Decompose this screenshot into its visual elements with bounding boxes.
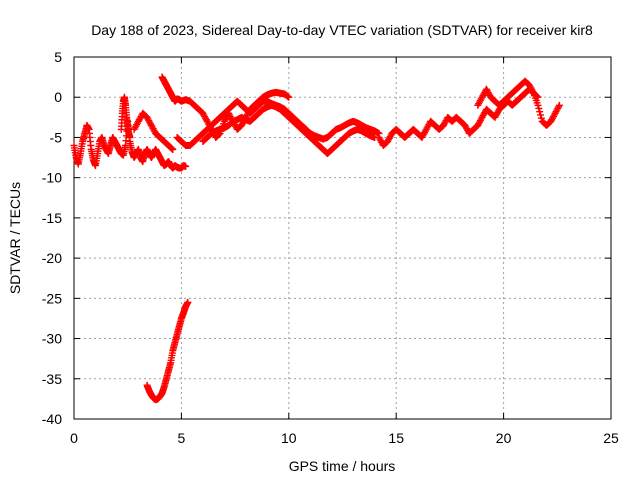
data-point xyxy=(555,103,563,111)
series-lower-branch xyxy=(199,101,379,158)
y-tick-label: -35 xyxy=(42,371,62,387)
series-main-track xyxy=(70,117,190,172)
data-point xyxy=(285,93,293,101)
series-late-track xyxy=(375,85,563,149)
data-point xyxy=(168,145,176,153)
axis-ticks xyxy=(73,56,612,420)
data-point xyxy=(536,108,544,116)
data-point xyxy=(534,101,542,109)
y-tick-label: 0 xyxy=(54,89,62,105)
data-point xyxy=(169,146,177,154)
y-tick-label: -20 xyxy=(42,250,62,266)
y-tick-label: -25 xyxy=(42,290,62,306)
plot-frame xyxy=(73,56,612,420)
x-tick-label: 25 xyxy=(603,430,619,446)
data-series xyxy=(70,73,563,404)
y-tick-label: 5 xyxy=(54,49,62,65)
y-tick-label: -40 xyxy=(42,411,62,427)
x-tick-label: 10 xyxy=(281,430,297,446)
data-point xyxy=(537,111,545,119)
x-tick-labels: 0 5 10 15 20 25 xyxy=(70,430,619,446)
y-tick-label: -5 xyxy=(50,129,63,145)
grid xyxy=(74,57,611,419)
data-point xyxy=(126,133,134,141)
data-point xyxy=(555,101,563,109)
data-point xyxy=(535,104,543,112)
data-point xyxy=(182,162,190,170)
x-tick-label: 15 xyxy=(388,430,404,446)
x-axis-label: GPS time / hours xyxy=(289,458,396,474)
x-tick-label: 5 xyxy=(178,430,186,446)
series-spike-2.3h xyxy=(117,93,134,141)
y-tick-label: -10 xyxy=(42,170,62,186)
series-upper-late-branch xyxy=(474,77,542,109)
x-tick-label: 20 xyxy=(496,430,512,446)
series-dip-track xyxy=(143,298,192,404)
data-point xyxy=(533,92,541,100)
chart-title: Day 188 of 2023, Sidereal Day-to-day VTE… xyxy=(91,22,593,38)
x-tick-label: 0 xyxy=(70,430,78,446)
data-point xyxy=(184,298,192,306)
y-tick-labels: 5 0 -5 -10 -15 -20 -25 -30 -35 -40 xyxy=(42,49,62,427)
data-point xyxy=(534,93,542,101)
series-loop-3h xyxy=(130,109,177,154)
y-axis-label: SDTVAR / TECUs xyxy=(7,182,23,294)
y-tick-label: -15 xyxy=(42,210,62,226)
y-tick-label: -30 xyxy=(42,331,62,347)
data-point xyxy=(537,114,545,122)
